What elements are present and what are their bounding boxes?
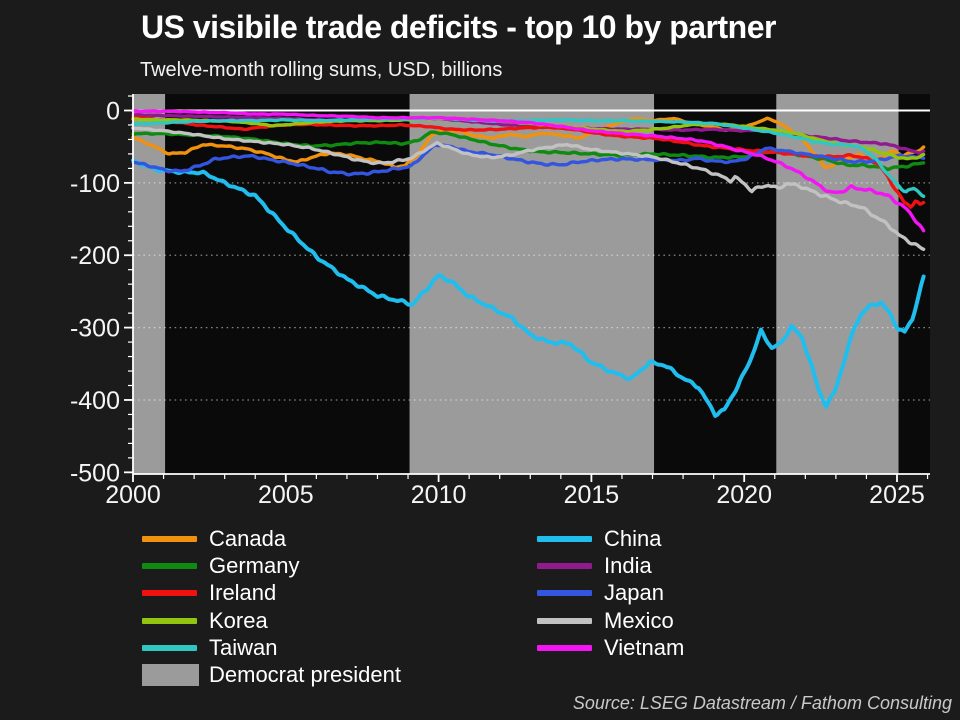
- legend-item-germany: Germany: [142, 553, 299, 580]
- y-tick-label: -500: [70, 459, 120, 487]
- legend-label: Japan: [604, 580, 664, 606]
- series-line-china: [131, 158, 926, 418]
- legend-label: Germany: [209, 553, 300, 579]
- legend-label: Taiwan: [209, 634, 278, 660]
- source-credit: Source: LSEG Datastream / Fathom Consult…: [572, 693, 952, 713]
- x-tick-label: 2005: [258, 481, 314, 509]
- legend-label: Democrat president: [209, 662, 401, 687]
- line-swatch-canada: [142, 536, 197, 542]
- legend-item-korea: Korea: [142, 607, 268, 634]
- line-swatch-taiwan: [142, 644, 197, 651]
- legend-item-canada: Canada: [142, 526, 286, 553]
- legend-label: Korea: [209, 607, 268, 633]
- x-tick-label: 2020: [716, 481, 772, 509]
- chart-title: US visibile trade deficits - top 10 by p…: [141, 9, 776, 45]
- line-swatch-mexico: [537, 617, 592, 624]
- x-tick-label: 2025: [869, 481, 925, 509]
- legend-item-china: China: [537, 526, 661, 553]
- legend-item-democrat-president: Democrat president: [142, 662, 401, 689]
- line-swatch-china: [537, 536, 592, 542]
- chart-subtitle: Twelve-month rolling sums, USD, billions: [140, 59, 503, 81]
- legend-item-japan: Japan: [537, 580, 664, 607]
- legend-item-india: India: [537, 553, 652, 580]
- series-lines: [131, 109, 926, 418]
- series-line-mexico: [131, 126, 926, 251]
- ticks: [124, 95, 929, 482]
- line-swatch-india: [537, 563, 592, 570]
- y-tick-label: -100: [70, 170, 120, 198]
- legend-item-ireland: Ireland: [142, 580, 276, 607]
- y-tick-label: 0: [106, 97, 120, 125]
- series-line-taiwan: [131, 116, 926, 198]
- line-swatch-vietnam: [537, 644, 592, 651]
- legend-label: Vietnam: [604, 634, 685, 660]
- y-tick-label: -400: [70, 387, 120, 415]
- tick-labels: 2000 2005 2010 2015 2020 2025 0 -100 -200 -300 -40…: [70, 97, 925, 509]
- legend-item-taiwan: Taiwan: [142, 634, 277, 661]
- legend-label: India: [604, 553, 652, 579]
- legend-item-vietnam: Vietnam: [537, 634, 684, 661]
- legend-label: China: [604, 526, 662, 551]
- line-swatch-korea: [142, 617, 197, 624]
- legend-item-mexico: Mexico: [537, 607, 674, 634]
- y-tick-label: -300: [70, 315, 120, 343]
- x-tick-label: 2010: [411, 481, 467, 509]
- line-swatch-germany: [142, 563, 197, 570]
- line-swatch-japan: [537, 590, 592, 597]
- series-line-vietnam: [131, 109, 926, 233]
- line-swatch-ireland: [142, 590, 197, 597]
- series-line-canada: [131, 116, 926, 170]
- band-swatch-democrat-president: [142, 664, 199, 686]
- y-tick-label: -200: [70, 242, 120, 270]
- legend-label: Canada: [209, 526, 287, 551]
- x-tick-label: 2000: [105, 481, 161, 509]
- democrat-president-band: [133, 94, 166, 474]
- x-tick-label: 2015: [564, 481, 620, 509]
- series-line-japan: [131, 143, 926, 177]
- legend-label: Mexico: [604, 607, 674, 633]
- legend-label: Ireland: [209, 580, 277, 606]
